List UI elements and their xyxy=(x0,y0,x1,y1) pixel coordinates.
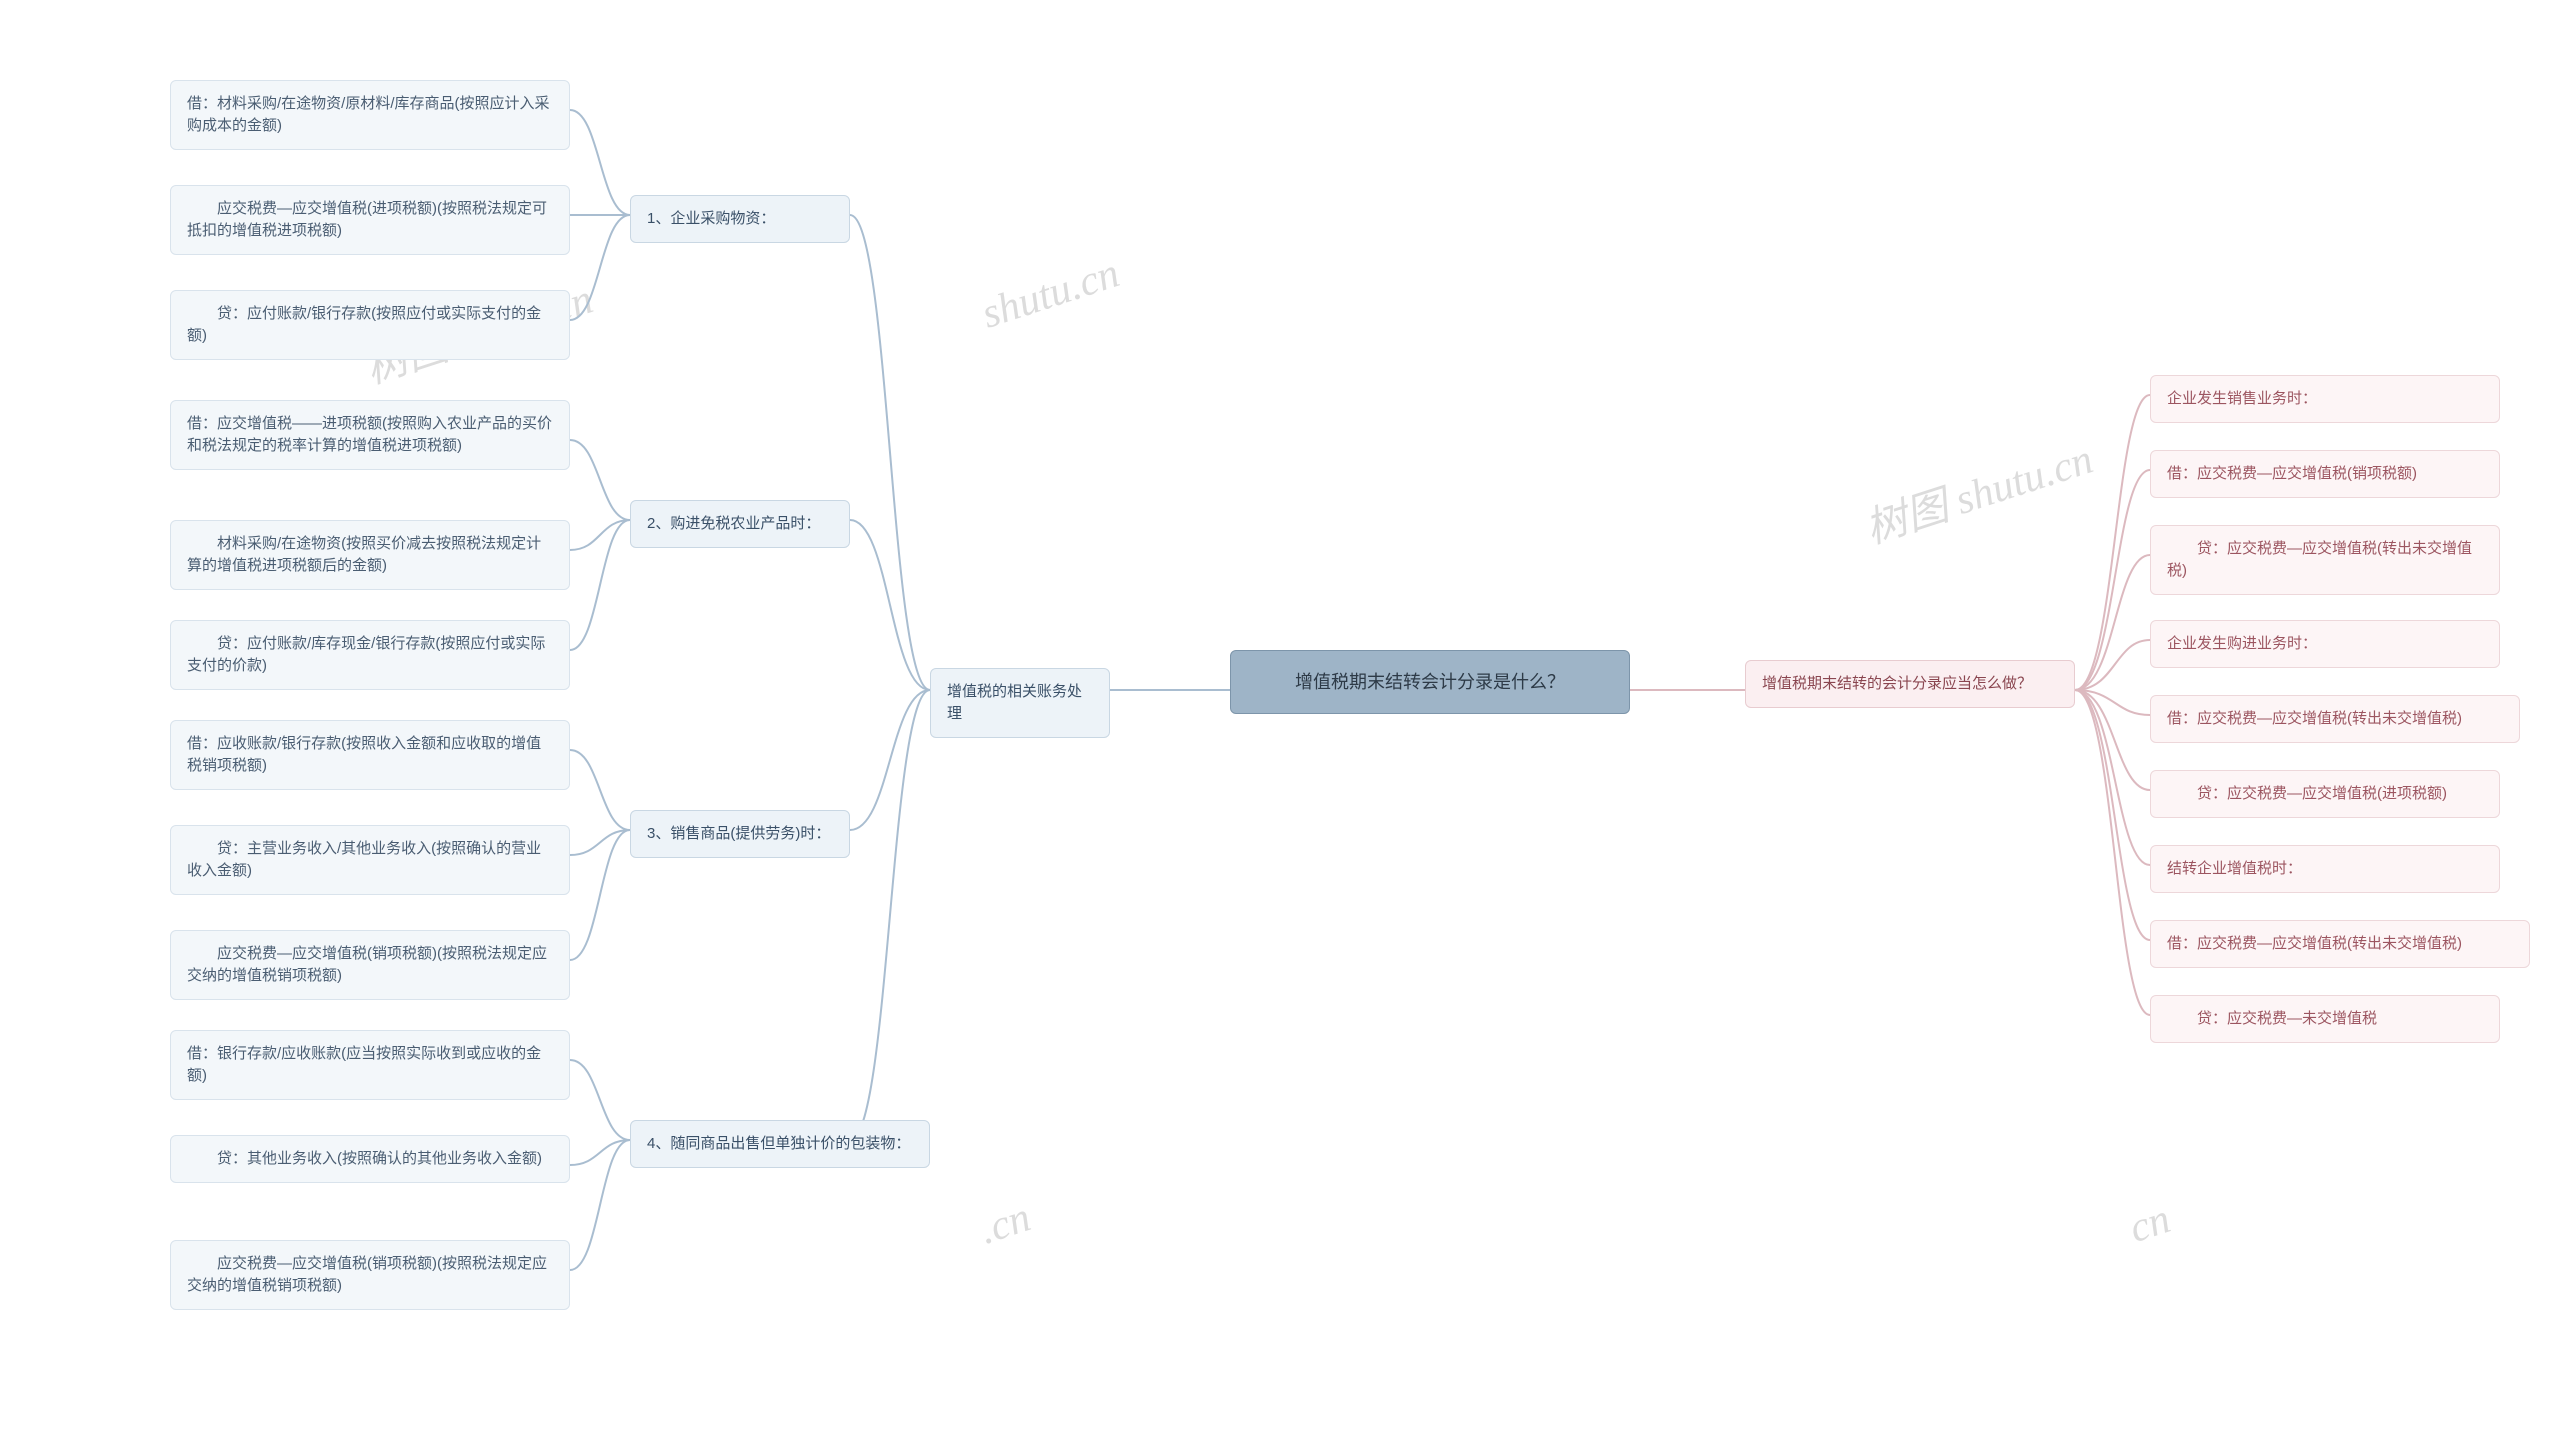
right-leaf-6[interactable]: 贷：应交税费—应交增值税(进项税额) xyxy=(2150,770,2500,818)
leaf-1-2[interactable]: 应交税费—应交增值税(进项税额)(按照税法规定可抵扣的增值税进项税额) xyxy=(170,185,570,255)
leaf-4-2[interactable]: 贷：其他业务收入(按照确认的其他业务收入金额) xyxy=(170,1135,570,1183)
leaf-1-3[interactable]: 贷：应付账款/银行存款(按照应付或实际支付的金额) xyxy=(170,290,570,360)
right-leaf-1[interactable]: 企业发生销售业务时： xyxy=(2150,375,2500,423)
leaf-3-1[interactable]: 借：应收账款/银行存款(按照收入金额和应收取的增值税销项税额) xyxy=(170,720,570,790)
right-leaf-7[interactable]: 结转企业增值税时： xyxy=(2150,845,2500,893)
left-child-2[interactable]: 2、购进免税农业产品时： xyxy=(630,500,850,548)
right-leaf-9[interactable]: 贷：应交税费—未交增值税 xyxy=(2150,995,2500,1043)
right-leaf-3[interactable]: 贷：应交税费—应交增值税(转出未交增值税) xyxy=(2150,525,2500,595)
right-leaf-4[interactable]: 企业发生购进业务时： xyxy=(2150,620,2500,668)
watermark: .cn xyxy=(974,1193,1037,1254)
leaf-2-3[interactable]: 贷：应付账款/库存现金/银行存款(按照应付或实际支付的价款) xyxy=(170,620,570,690)
leaf-2-2[interactable]: 材料采购/在途物资(按照买价减去按照税法规定计算的增值税进项税额后的金额) xyxy=(170,520,570,590)
leaf-1-1[interactable]: 借：材料采购/在途物资/原材料/库存商品(按照应计入采购成本的金额) xyxy=(170,80,570,150)
right-leaf-2[interactable]: 借：应交税费—应交增值税(销项税额) xyxy=(2150,450,2500,498)
root-node[interactable]: 增值税期末结转会计分录是什么？ xyxy=(1230,650,1630,714)
leaf-2-1[interactable]: 借：应交增值税——进项税额(按照购入农业产品的买价和税法规定的税率计算的增值税进… xyxy=(170,400,570,470)
leaf-4-1[interactable]: 借：银行存款/应收账款(应当按照实际收到或应收的金额) xyxy=(170,1030,570,1100)
left-branch[interactable]: 增值税的相关账务处理 xyxy=(930,668,1110,738)
watermark: cn xyxy=(2124,1195,2177,1253)
right-leaf-5[interactable]: 借：应交税费—应交增值税(转出未交增值税) xyxy=(2150,695,2520,743)
watermark: shutu.cn xyxy=(976,249,1125,338)
leaf-3-3[interactable]: 应交税费—应交增值税(销项税额)(按照税法规定应交纳的增值税销项税额) xyxy=(170,930,570,1000)
watermark: 树图 shutu.cn xyxy=(1856,425,2099,556)
leaf-4-3[interactable]: 应交税费—应交增值税(销项税额)(按照税法规定应交纳的增值税销项税额) xyxy=(170,1240,570,1310)
right-leaf-8[interactable]: 借：应交税费—应交增值税(转出未交增值税) xyxy=(2150,920,2530,968)
left-child-1[interactable]: 1、企业采购物资： xyxy=(630,195,850,243)
left-child-3[interactable]: 3、销售商品(提供劳务)时： xyxy=(630,810,850,858)
left-child-4[interactable]: 4、随同商品出售但单独计价的包装物： xyxy=(630,1120,930,1168)
leaf-3-2[interactable]: 贷：主营业务收入/其他业务收入(按照确认的营业收入金额) xyxy=(170,825,570,895)
right-branch[interactable]: 增值税期末结转的会计分录应当怎么做？ xyxy=(1745,660,2075,708)
